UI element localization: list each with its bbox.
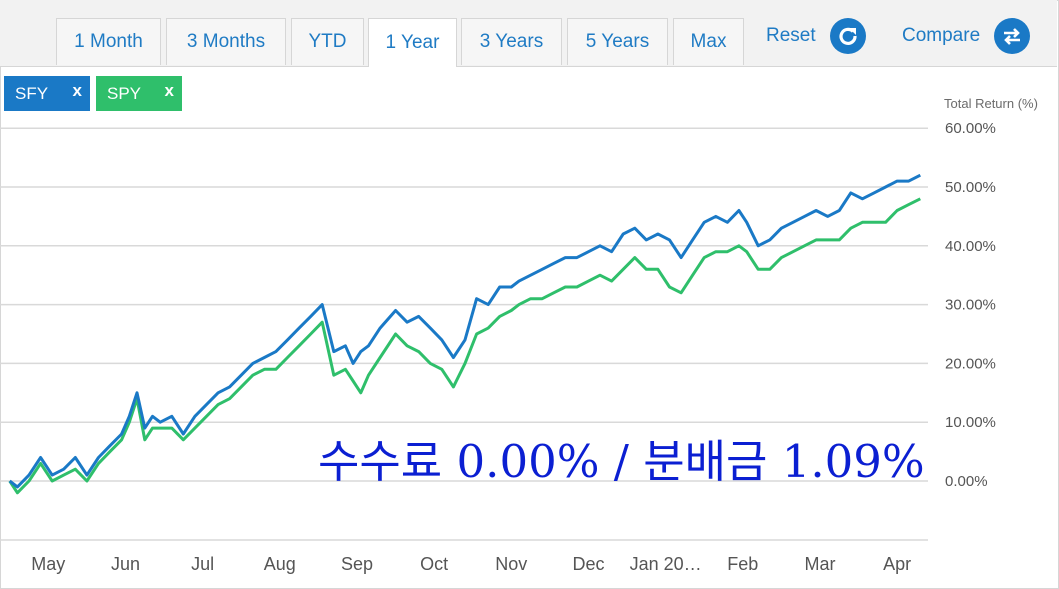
reset-label: Reset xyxy=(766,25,816,46)
tab-label: 3 Months xyxy=(186,31,266,52)
y-tick-label: 40.00% xyxy=(945,238,996,255)
x-tick-label: Jun xyxy=(111,554,140,574)
fee-dividend-caption: 수수료 0.00% / 분배금 1.09% xyxy=(318,435,925,488)
remove-spy-button[interactable]: x xyxy=(164,81,174,100)
x-tick-label: Oct xyxy=(420,554,448,574)
x-tick-label: Sep xyxy=(341,554,373,574)
x-tick-label: Aug xyxy=(264,554,296,574)
tab-1-year[interactable]: 1 Year xyxy=(368,18,457,67)
compare-label: Compare xyxy=(902,25,981,46)
series-chip-sfy: SFY x xyxy=(4,76,90,111)
x-tick-label: May xyxy=(31,554,65,574)
x-tick-label: Jan 20… xyxy=(630,554,702,574)
y-tick-label: 10.00% xyxy=(945,414,996,431)
x-tick-label: Nov xyxy=(495,554,527,574)
y-tick-label: 50.00% xyxy=(945,179,996,196)
tab-label: 1 Year xyxy=(385,32,440,53)
tab-label: YTD xyxy=(308,31,347,52)
range-tab-bar: 1 Month 3 Months YTD 1 Year 3 Years 5 Ye… xyxy=(0,0,1057,67)
tab-label: 1 Month xyxy=(74,31,143,52)
y-tick-label: 30.00% xyxy=(945,297,996,314)
tab-label: 5 Years xyxy=(585,31,650,52)
tab-max[interactable]: Max xyxy=(673,18,744,65)
tab-ytd[interactable]: YTD xyxy=(291,18,364,65)
y-tick-label: 60.00% xyxy=(945,120,996,137)
y-tick-label: 0.00% xyxy=(945,473,988,490)
series-line-sfy xyxy=(8,173,921,489)
y-tick-label: 20.00% xyxy=(945,355,996,372)
compare-button[interactable]: Compare xyxy=(902,18,1031,54)
tab-1-month[interactable]: 1 Month xyxy=(56,18,161,65)
refresh-icon xyxy=(829,18,866,54)
x-tick-label: Dec xyxy=(572,554,604,574)
series-chip-spy: SPY x xyxy=(96,76,182,111)
chip-label: SPY xyxy=(107,83,142,103)
tab-label: 3 Years xyxy=(479,31,544,52)
x-tick-label: Mar xyxy=(804,554,835,574)
swap-arrows-icon xyxy=(994,18,1031,54)
x-tick-label: Feb xyxy=(727,554,758,574)
x-tick-label: Jul xyxy=(191,554,214,574)
series-line-spy xyxy=(8,197,921,495)
y-axis-title: Total Return (%) xyxy=(944,96,1038,111)
tab-label: Max xyxy=(690,31,727,52)
tab-3-years[interactable]: 3 Years xyxy=(461,18,562,65)
reset-button[interactable]: Reset xyxy=(766,18,866,54)
chip-label: SFY xyxy=(15,83,49,103)
remove-sfy-button[interactable]: x xyxy=(72,81,82,100)
tab-5-years[interactable]: 5 Years xyxy=(567,18,668,65)
x-tick-label: Apr xyxy=(883,554,911,574)
tab-3-months[interactable]: 3 Months xyxy=(166,18,286,65)
